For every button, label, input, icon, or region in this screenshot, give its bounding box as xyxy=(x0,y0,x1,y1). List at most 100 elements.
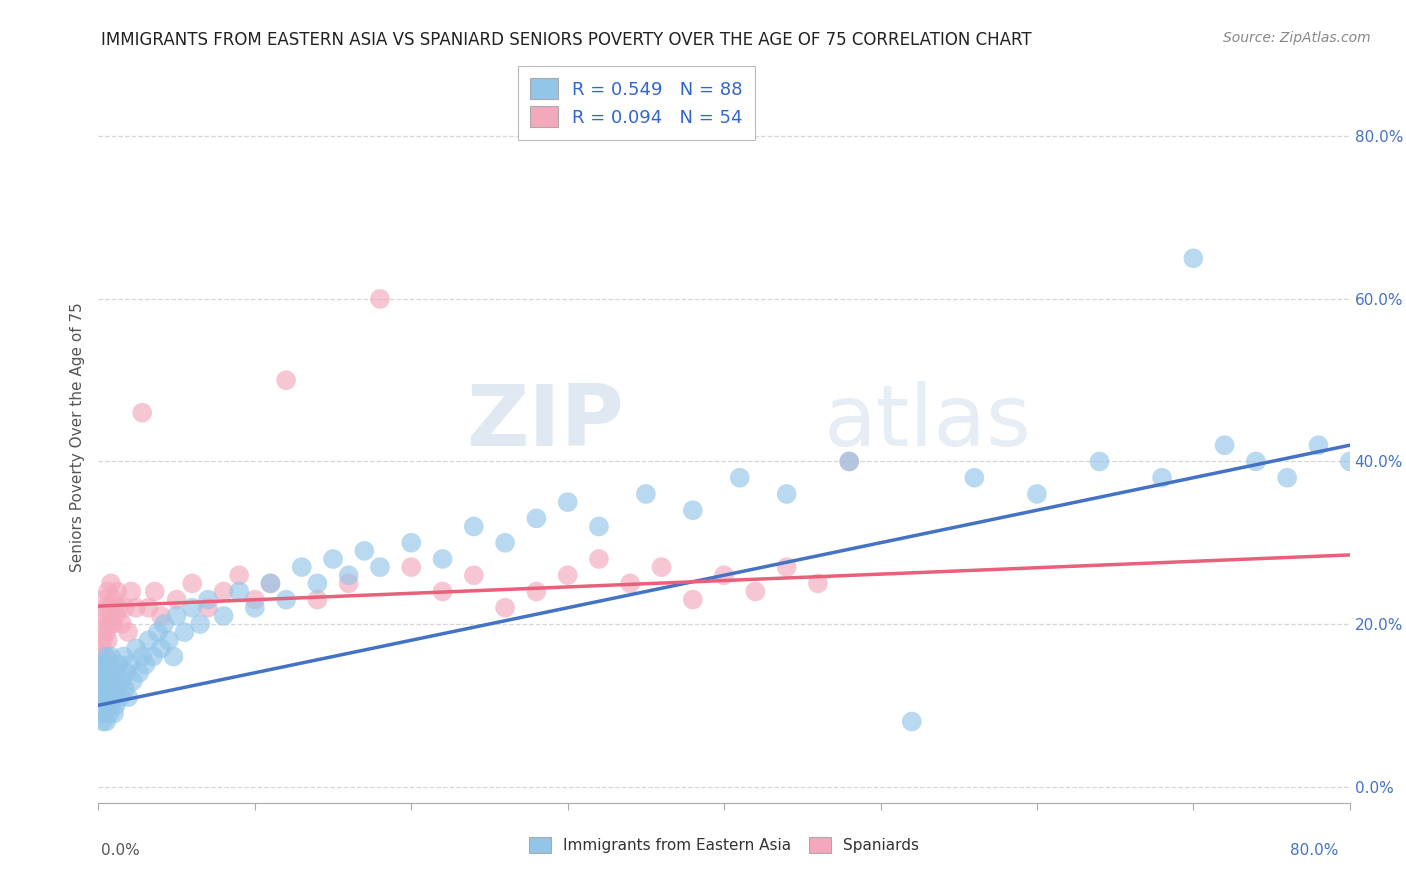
Point xyxy=(212,608,235,623)
Point xyxy=(682,503,704,517)
Point xyxy=(162,649,184,664)
Point xyxy=(713,568,735,582)
Point xyxy=(173,625,195,640)
Point xyxy=(274,592,298,607)
Point xyxy=(146,625,169,640)
Point xyxy=(91,665,114,680)
Point xyxy=(526,584,548,599)
Point xyxy=(150,608,173,623)
Point xyxy=(650,560,672,574)
Point xyxy=(112,649,135,664)
Point xyxy=(619,576,641,591)
Point xyxy=(1152,471,1174,485)
Point xyxy=(120,584,142,599)
Point xyxy=(291,560,314,574)
Point xyxy=(90,673,112,688)
Point xyxy=(100,576,122,591)
Point xyxy=(104,608,127,623)
Point xyxy=(98,681,121,696)
Point xyxy=(228,584,250,599)
Point xyxy=(96,673,118,688)
Point xyxy=(89,657,111,672)
Point xyxy=(463,568,485,582)
Point xyxy=(243,592,266,607)
Point xyxy=(494,600,516,615)
Point xyxy=(557,568,579,582)
Point xyxy=(494,535,516,549)
Point xyxy=(125,600,148,615)
Point xyxy=(100,649,122,664)
Point xyxy=(128,665,150,680)
Point xyxy=(181,576,204,591)
Point xyxy=(103,706,125,721)
Point xyxy=(93,657,115,672)
Point xyxy=(111,617,134,632)
Text: atlas: atlas xyxy=(824,381,1032,464)
Point xyxy=(401,535,423,549)
Point xyxy=(166,592,188,607)
Point xyxy=(96,600,118,615)
Point xyxy=(97,633,120,648)
Point xyxy=(115,665,138,680)
Point xyxy=(1213,438,1236,452)
Point xyxy=(166,608,188,623)
Point xyxy=(103,681,125,696)
Point xyxy=(91,690,114,705)
Text: 80.0%: 80.0% xyxy=(1291,843,1339,857)
Legend: Immigrants from Eastern Asia, Spaniards: Immigrants from Eastern Asia, Spaniards xyxy=(522,829,927,861)
Point xyxy=(838,454,860,468)
Point xyxy=(100,698,122,713)
Point xyxy=(101,617,124,632)
Point xyxy=(307,592,329,607)
Point xyxy=(322,552,344,566)
Point xyxy=(307,576,329,591)
Point xyxy=(807,576,830,591)
Point xyxy=(98,617,121,632)
Point xyxy=(728,471,751,485)
Point xyxy=(97,657,120,672)
Point xyxy=(181,600,204,615)
Point xyxy=(105,681,128,696)
Point xyxy=(111,673,134,688)
Point xyxy=(117,690,139,705)
Point xyxy=(105,584,128,599)
Point xyxy=(110,690,132,705)
Point xyxy=(557,495,579,509)
Point xyxy=(89,681,111,696)
Point xyxy=(114,600,136,615)
Point xyxy=(1277,471,1299,485)
Point xyxy=(900,714,922,729)
Point xyxy=(131,406,153,420)
Point xyxy=(103,592,125,607)
Point xyxy=(401,560,423,574)
Point xyxy=(526,511,548,525)
Point xyxy=(1244,454,1267,468)
Point xyxy=(463,519,485,533)
Point xyxy=(90,617,112,632)
Point xyxy=(963,471,986,485)
Point xyxy=(259,576,281,591)
Point xyxy=(1182,252,1205,266)
Point xyxy=(93,592,115,607)
Point xyxy=(432,584,454,599)
Point xyxy=(125,641,148,656)
Point xyxy=(101,665,124,680)
Point xyxy=(96,714,118,729)
Point xyxy=(368,292,391,306)
Point xyxy=(93,649,115,664)
Point xyxy=(337,568,360,582)
Point xyxy=(776,487,799,501)
Point xyxy=(212,584,235,599)
Point xyxy=(104,665,127,680)
Point xyxy=(100,600,122,615)
Point xyxy=(138,600,160,615)
Point xyxy=(90,641,112,656)
Point xyxy=(1308,438,1330,452)
Point xyxy=(776,560,799,574)
Point xyxy=(259,576,281,591)
Text: IMMIGRANTS FROM EASTERN ASIA VS SPANIARD SENIORS POVERTY OVER THE AGE OF 75 CORR: IMMIGRANTS FROM EASTERN ASIA VS SPANIARD… xyxy=(101,31,1032,49)
Point xyxy=(97,698,120,713)
Point xyxy=(98,706,121,721)
Point xyxy=(101,690,124,705)
Point xyxy=(138,633,160,648)
